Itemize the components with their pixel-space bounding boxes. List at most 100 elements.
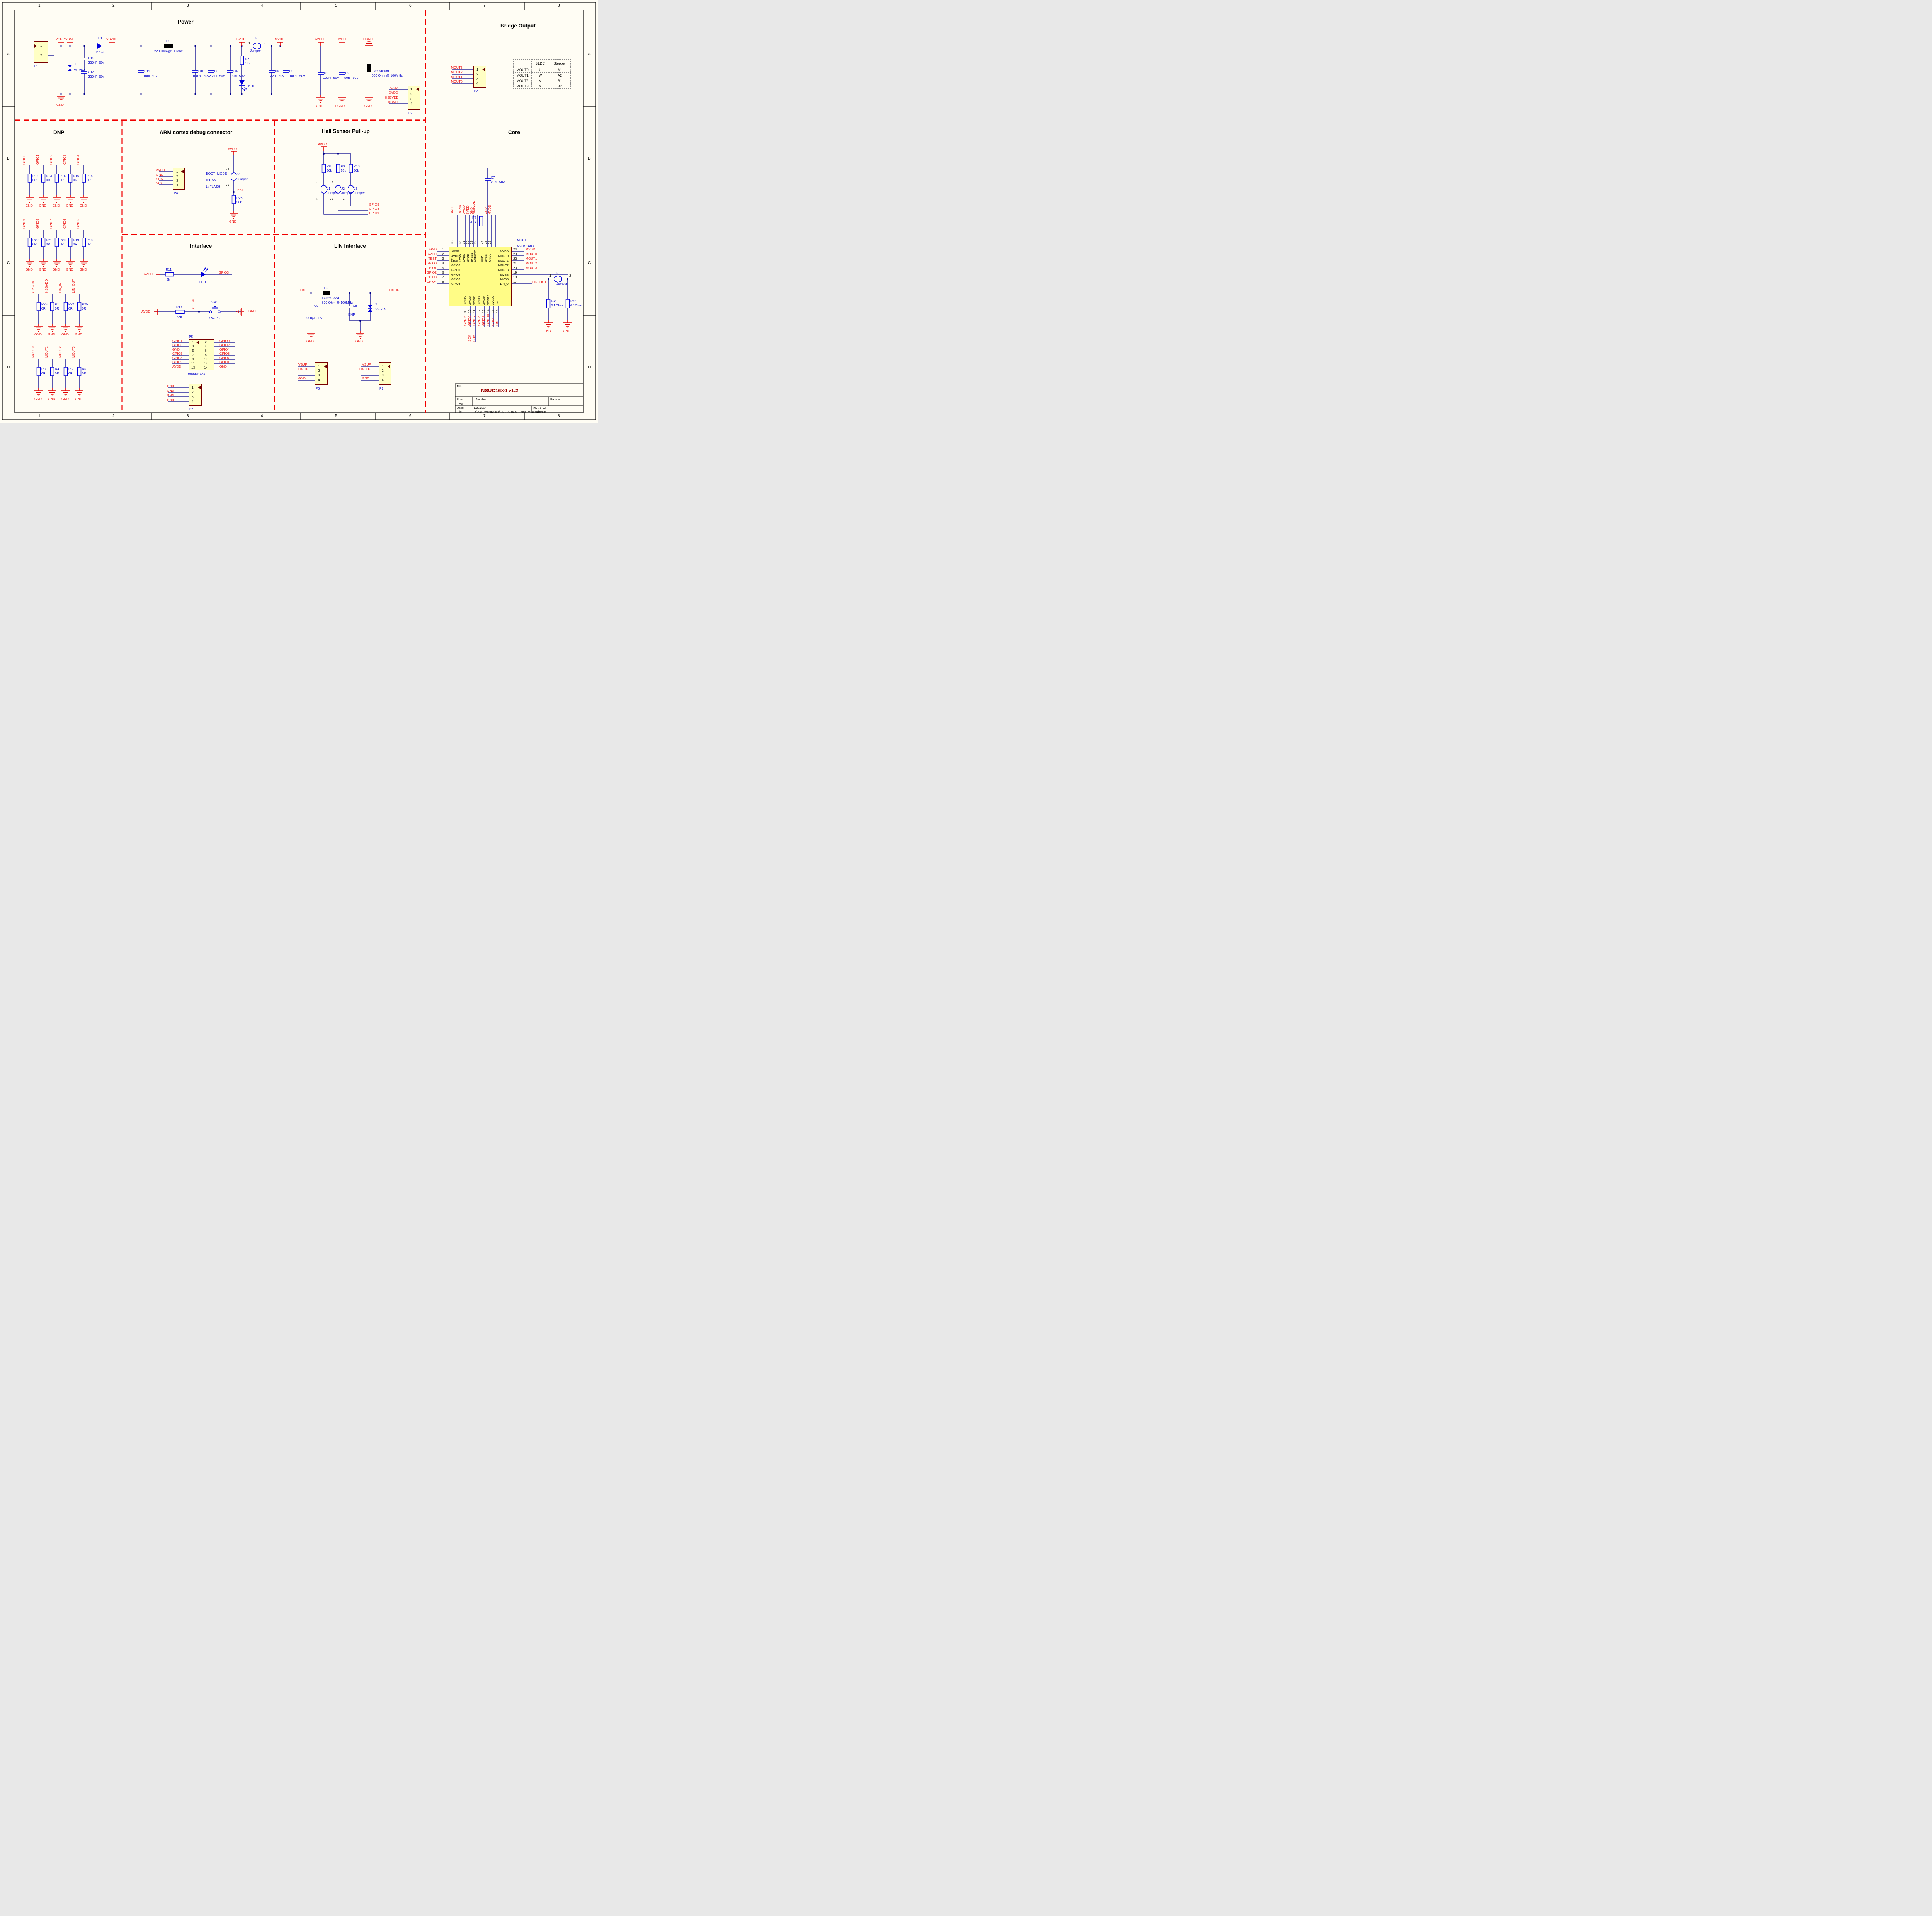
- gnd-label: GND: [39, 267, 46, 271]
- inductor-l1: [164, 44, 173, 48]
- pin-number: 2: [342, 198, 346, 200]
- titleblock-file: D:\A01_WorkSpace\..\NSUC1600_Demo_V1.3.S…: [474, 410, 545, 413]
- component-ref: J8: [254, 36, 257, 40]
- mcu-pin-name: MOUT0: [498, 254, 509, 258]
- titleblock-size-label: Size: [457, 398, 463, 401]
- net-label-avdd: AVDD: [144, 272, 153, 276]
- component-value: Jumper: [250, 49, 261, 53]
- net-label-vbat: VBAT: [65, 37, 74, 41]
- pin-number: 4: [442, 261, 444, 265]
- cap-c2: [338, 72, 345, 75]
- net-label-mvdd: MVDD: [275, 37, 285, 41]
- resistor-ref: R15: [73, 174, 79, 178]
- net-label: GPIO1: [36, 155, 39, 165]
- pin-number: 29: [469, 240, 473, 244]
- pin-number: 18: [513, 275, 517, 279]
- resistor-value: 0R: [32, 178, 37, 182]
- net-label: SDA: [156, 177, 163, 181]
- net-label-lin: LIN: [300, 288, 306, 292]
- mcu-pin-name: GPIO3: [451, 277, 460, 281]
- pin-number: 33: [450, 240, 454, 244]
- pin-number: 1: [330, 181, 333, 183]
- net-label: GPIO2: [427, 271, 437, 274]
- pin-number: 4: [318, 378, 320, 382]
- pin-number: 6: [205, 349, 207, 352]
- grid-col: 6: [409, 3, 412, 8]
- led-ref: LED0: [199, 280, 208, 284]
- connector-ref: P4: [174, 191, 178, 195]
- table-cell: V: [531, 78, 549, 83]
- pin-number: 3: [476, 77, 478, 81]
- net-label: GPIO0: [22, 155, 26, 165]
- pin-number: 1: [318, 364, 320, 368]
- net-label: GPIO5: [172, 352, 182, 356]
- net-label-avdd: AVDD: [315, 37, 324, 41]
- mcu-pin-name: BVSS0: [491, 296, 495, 305]
- net-label: HSBVDD: [44, 279, 48, 293]
- pin1-arrow: [181, 170, 184, 173]
- table-cell: B1: [549, 78, 571, 83]
- titleblock-drawnby-label: Drawn By:: [532, 410, 546, 413]
- component-value: DNP: [348, 313, 355, 316]
- pin-number: 21: [513, 261, 517, 265]
- resistor-value: 0R: [46, 242, 50, 246]
- pin1-arrow: [198, 386, 201, 389]
- resistor-value: 0R: [32, 242, 37, 246]
- net-label: GPIO0: [427, 261, 437, 265]
- grid-row: A: [588, 52, 591, 56]
- gnd-label: GND: [544, 329, 551, 333]
- gnd-symbol: [56, 94, 66, 102]
- jumper-value: Jumper: [341, 191, 352, 195]
- component-value: TVS 26V: [373, 307, 387, 311]
- component-ref: D1: [98, 36, 102, 40]
- net-label: SCK: [156, 181, 163, 185]
- component-ref: R2: [245, 57, 249, 61]
- resistor-ref: R23: [41, 302, 48, 306]
- gnd-label: GND: [75, 397, 82, 401]
- net-label: AVDD: [156, 168, 165, 172]
- connector-ref: P6: [316, 386, 320, 390]
- titleblock-date: 1/23/2024: [474, 406, 487, 410]
- gnd-symbol: [563, 320, 572, 328]
- pin-number: 10: [204, 357, 208, 361]
- resistor-value: 56k: [354, 168, 359, 172]
- titleblock-title-label: Title: [457, 385, 462, 388]
- boot-mode-note: L: FLASH: [206, 185, 220, 189]
- component-value: 100nF 50V: [323, 76, 339, 80]
- resistor-r9: [336, 164, 340, 173]
- gnd-symbol: [306, 330, 316, 339]
- mcu-pin-name: AVDD: [451, 254, 459, 258]
- component-value: 100 nF 50V: [192, 74, 209, 78]
- gnd-label: GND: [56, 103, 64, 107]
- cap-c12: [81, 58, 88, 60]
- net-label: GPIO8: [172, 356, 182, 360]
- titleblock-date-label: Date:: [457, 406, 464, 410]
- net-label: LIN_IN: [298, 367, 309, 371]
- pin-number: 2: [264, 41, 265, 45]
- pin-number: 3: [442, 257, 444, 260]
- section-title-core: Core: [508, 129, 520, 135]
- net-label: GPIO9: [22, 219, 26, 229]
- jumper-j1: [321, 185, 327, 194]
- mcu-pin-name: BVDD: [466, 254, 469, 262]
- mcu-pin-name: GPIO2: [451, 273, 460, 276]
- bridge-output-table: BLDC Stepper MOUT0 U A1 MOUT1 W A2 MOUT2 V B1 …: [513, 59, 571, 89]
- dnp-wires: [29, 165, 84, 388]
- pin-number: 4: [192, 400, 194, 403]
- pin-number: 2: [226, 184, 230, 186]
- net-label: GND: [156, 173, 163, 177]
- pin-number: 17: [513, 280, 517, 284]
- connector-ref: P1: [34, 64, 38, 68]
- pin-number: 23: [513, 252, 517, 256]
- jumper-j5: [554, 276, 562, 282]
- pin-number: 2: [410, 92, 412, 96]
- boot-mode-note: BOOT_MODE: [206, 172, 227, 175]
- pin-number: 14: [204, 366, 208, 369]
- jumper-ref: J3: [354, 187, 357, 191]
- pin-number: 2: [330, 198, 333, 200]
- switch-value: SW-PB: [209, 316, 220, 320]
- resistor-ref: R24: [68, 302, 75, 306]
- net-label: GPIO10: [219, 360, 231, 364]
- mcu-pin-name: BVSS1: [470, 252, 473, 262]
- grid-row: D: [588, 365, 591, 369]
